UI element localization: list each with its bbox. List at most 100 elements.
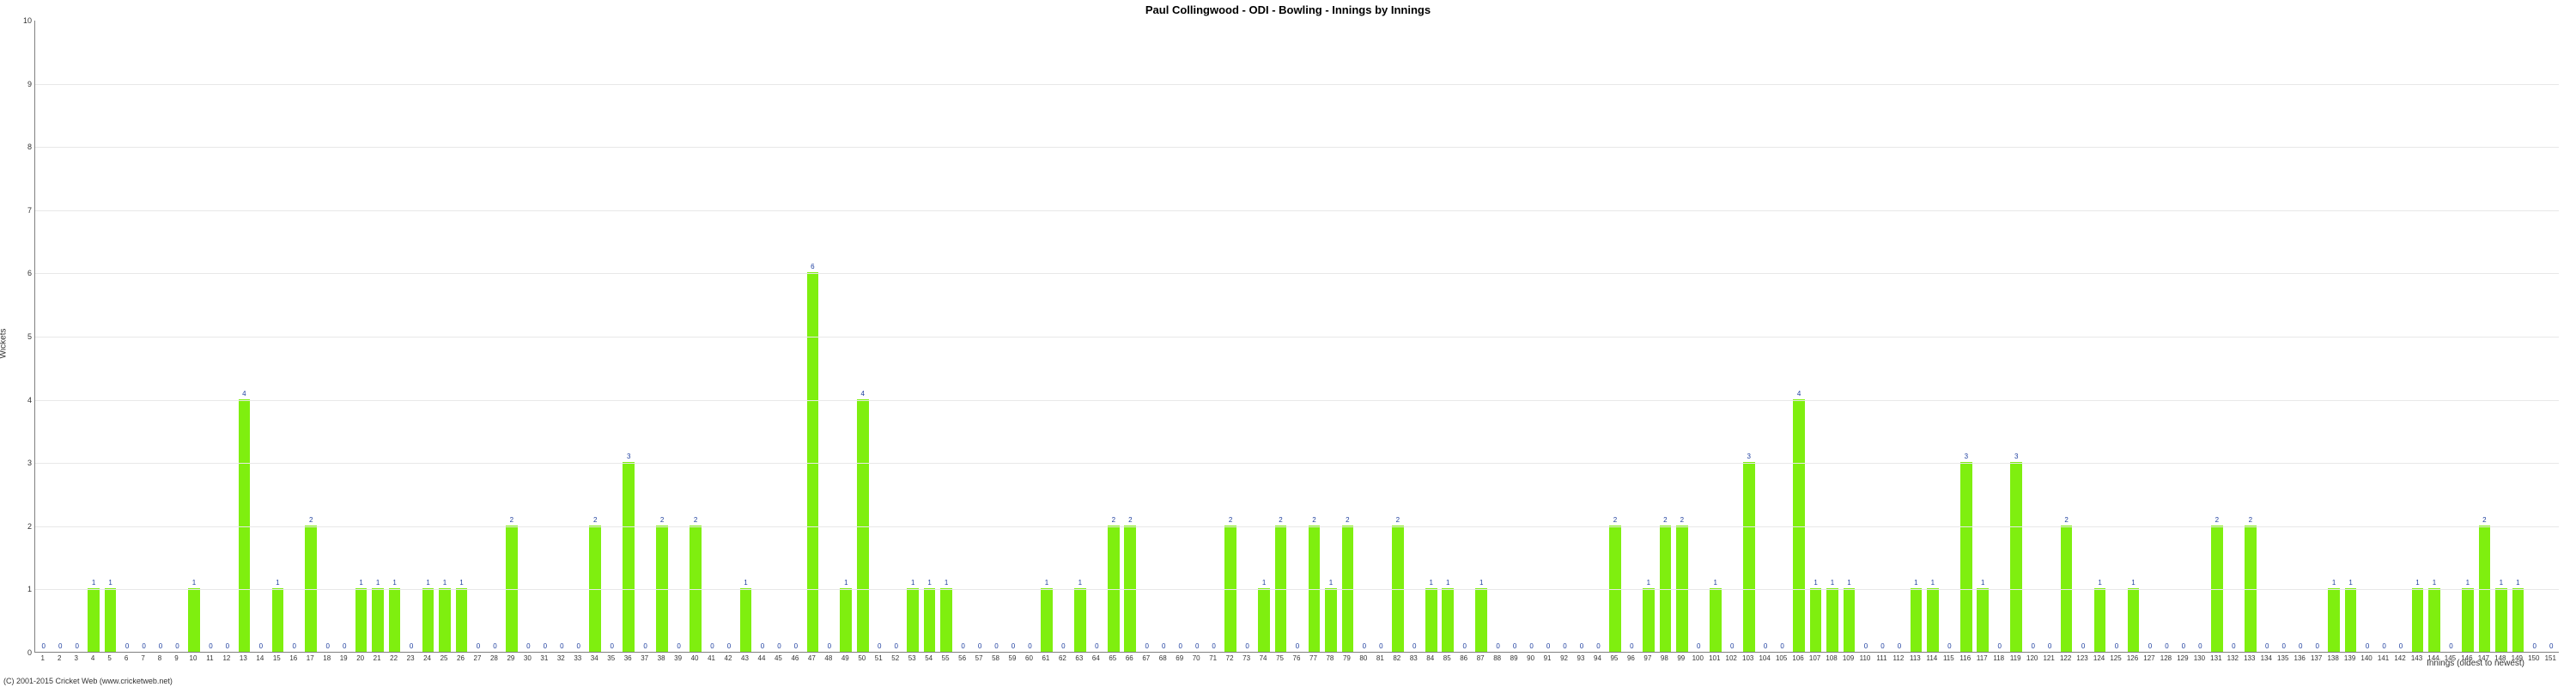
y-tick-label: 5 (16, 332, 32, 341)
bar-value-label: 0 (2187, 642, 2213, 650)
bar-value-label: 1 (2505, 579, 2530, 587)
x-tick-label: 10 (185, 654, 202, 662)
x-tick-label: 17 (301, 654, 319, 662)
x-tick-label: 27 (469, 654, 486, 662)
bar (2495, 588, 2507, 652)
x-tick-label: 73 (1238, 654, 1255, 662)
x-tick-label: 124 (2091, 654, 2108, 662)
x-tick-label: 71 (1205, 654, 1222, 662)
bar-value-label: 1 (448, 579, 474, 587)
gridline (35, 589, 2559, 590)
x-tick-label: 12 (218, 654, 235, 662)
x-tick-label: 8 (151, 654, 168, 662)
x-tick-label: 23 (402, 654, 419, 662)
bar-value-label: 0 (1201, 642, 1227, 650)
x-tick-label: 57 (970, 654, 987, 662)
y-tick-label: 2 (16, 522, 32, 531)
bar-value-label: 2 (1334, 516, 1360, 524)
y-tick-label: 0 (16, 648, 32, 657)
x-tick-label: 34 (586, 654, 603, 662)
x-tick-label: 59 (1004, 654, 1021, 662)
footer-text: (C) 2001-2015 Cricket Web (www.cricketwe… (3, 677, 173, 685)
x-tick-label: 4 (84, 654, 101, 662)
x-tick-label: 136 (2291, 654, 2308, 662)
x-tick-label: 99 (1673, 654, 1690, 662)
bar (372, 588, 384, 652)
bar-value-label: 0 (282, 642, 307, 650)
x-tick-label: 87 (1472, 654, 1489, 662)
bar-value-label: 1 (732, 579, 758, 587)
x-tick-label: 44 (753, 654, 770, 662)
x-tick-label: 109 (1840, 654, 1857, 662)
x-tick-label: 30 (519, 654, 536, 662)
y-tick-label: 9 (16, 80, 32, 88)
x-tick-label: 119 (2007, 654, 2024, 662)
x-tick-label: 88 (1489, 654, 1506, 662)
bar-value-label: 1 (1435, 579, 1461, 587)
bar-value-label: 1 (833, 579, 859, 587)
bar-value-label: 0 (331, 642, 357, 650)
x-tick-label: 6 (118, 654, 135, 662)
x-tick-label: 134 (2257, 654, 2275, 662)
x-tick-label: 79 (1338, 654, 1355, 662)
y-tick-label: 3 (16, 459, 32, 467)
x-tick-label: 86 (1455, 654, 1473, 662)
x-tick-label: 52 (887, 654, 904, 662)
bar-value-label: 1 (181, 579, 207, 587)
bar-value-label: 0 (164, 642, 190, 650)
x-tick-label: 98 (1656, 654, 1673, 662)
x-tick-label: 135 (2275, 654, 2292, 662)
x-tick-label: 51 (870, 654, 887, 662)
bar-value-label: 0 (1368, 642, 1394, 650)
x-tick-label: 131 (2208, 654, 2225, 662)
bar-value-label: 6 (799, 263, 825, 271)
bar-value-label: 0 (2070, 642, 2096, 650)
x-tick-label: 75 (1272, 654, 1289, 662)
bar-value-label: 4 (231, 390, 257, 398)
bar-value-label: 2 (2204, 516, 2230, 524)
x-tick-label: 25 (435, 654, 453, 662)
x-tick-label: 36 (619, 654, 636, 662)
x-tick-label: 63 (1071, 654, 1088, 662)
x-tick-label: 100 (1689, 654, 1706, 662)
bar (1743, 462, 1755, 652)
x-tick-label: 54 (920, 654, 938, 662)
x-tick-label: 140 (2358, 654, 2375, 662)
bar-value-label: 1 (2338, 579, 2364, 587)
chart-wrapper: Paul Collingwood - ODI - Bowling - Innin… (0, 0, 2576, 687)
bar-value-label: 0 (1686, 642, 1711, 650)
bar-value-label: 0 (215, 642, 240, 650)
y-tick-label: 1 (16, 585, 32, 593)
x-tick-label: 150 (2525, 654, 2543, 662)
bar-value-label: 0 (1619, 642, 1644, 650)
x-tick-label: 24 (419, 654, 436, 662)
x-tick-label: 93 (1572, 654, 1589, 662)
x-tick-label: 5 (101, 654, 118, 662)
y-tick-label: 4 (16, 396, 32, 404)
x-tick-label: 117 (1973, 654, 1990, 662)
x-tick-label: 67 (1138, 654, 1155, 662)
bar-value-label: 1 (98, 579, 124, 587)
x-tick-label: 35 (603, 654, 620, 662)
x-tick-label: 144 (2425, 654, 2442, 662)
bar (907, 588, 919, 652)
bar-value-label: 1 (1920, 579, 1946, 587)
x-tick-label: 70 (1188, 654, 1205, 662)
bar-value-label: 1 (1067, 579, 1093, 587)
bar-value-label: 2 (1268, 516, 1294, 524)
bar-value-label: 1 (2087, 579, 2113, 587)
x-tick-label: 95 (1606, 654, 1623, 662)
y-axis-label: Wickets (0, 329, 9, 359)
x-tick-label: 138 (2324, 654, 2342, 662)
x-tick-label: 114 (1923, 654, 1941, 662)
x-tick-label: 50 (854, 654, 871, 662)
y-tick-label: 7 (16, 206, 32, 215)
x-tick-label: 39 (670, 654, 687, 662)
x-tick-label: 132 (2224, 654, 2241, 662)
bar-value-label: 0 (1770, 642, 1795, 650)
x-tick-label: 66 (1121, 654, 1138, 662)
bar (1793, 399, 1805, 652)
gridline (35, 147, 2559, 148)
bar-value-label: 2 (1385, 516, 1411, 524)
bar-value-label: 2 (1218, 516, 1243, 524)
